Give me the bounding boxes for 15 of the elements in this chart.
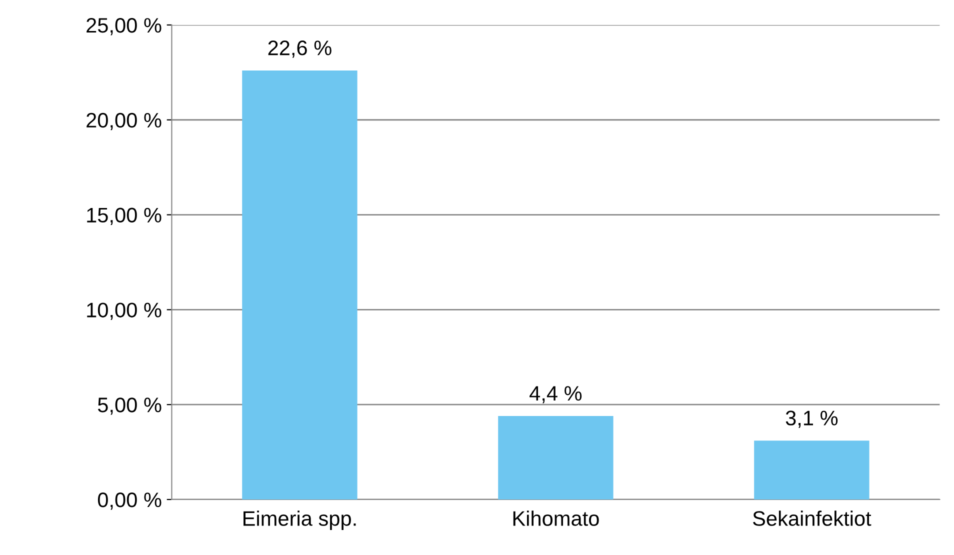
y-tick-label: 25,00 % [86, 18, 162, 36]
bar [754, 440, 870, 500]
y-tick-label: 20,00 % [86, 112, 162, 130]
data-label: 22,6 % [268, 40, 332, 58]
y-tick-label: 15,00 % [87, 208, 162, 225]
y-tick-label: 5,00 % [98, 398, 162, 415]
x-tick-label: Eimeria spp. [244, 510, 356, 530]
y-tick-label: 10,00 % [87, 302, 162, 320]
bar [498, 416, 614, 500]
x-tick-label: Kihomato [513, 510, 599, 526]
y-tick-label: 0,00 % [98, 492, 162, 510]
data-label: 3,1 % [786, 410, 838, 428]
data-label: 4,4 % [530, 386, 582, 404]
x-tick-label: Sekainfektiot [753, 510, 872, 526]
bar [242, 70, 358, 500]
